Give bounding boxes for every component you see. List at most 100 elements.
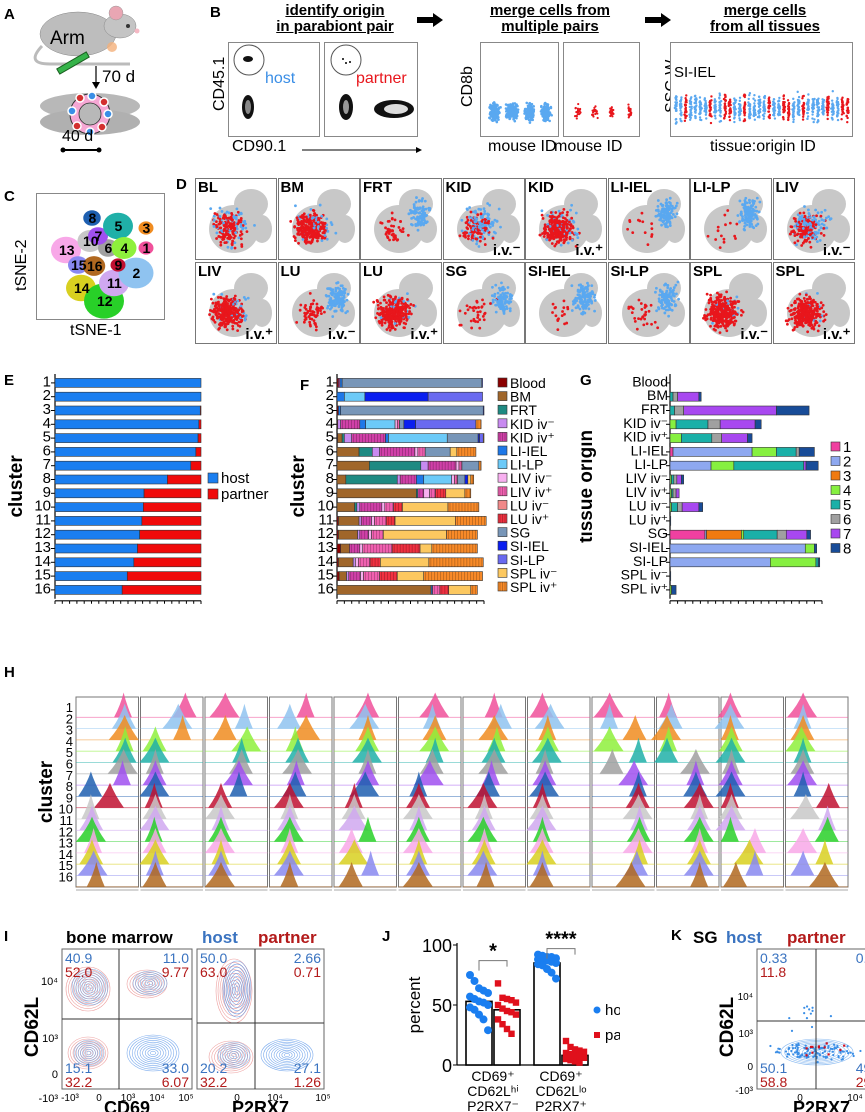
partner-cell-dot — [734, 237, 737, 240]
tissue-cell-dot — [728, 108, 732, 112]
host-cell-dot — [513, 119, 517, 123]
host-cell-dot — [823, 208, 827, 212]
host-cell-dot — [757, 210, 761, 214]
host-cell-dot — [664, 223, 667, 227]
host-cell-dot — [547, 107, 550, 110]
cluster-label-9: 9 — [115, 257, 123, 273]
tissue-cell-dot — [845, 103, 848, 106]
host-cell-dot — [215, 231, 219, 235]
partner-cell-dot — [711, 302, 714, 306]
tsne-tile-plot — [621, 273, 685, 337]
host-cell-dot — [540, 108, 544, 111]
host-cell-dot — [735, 295, 739, 299]
partner-cell-dot — [475, 316, 479, 319]
host-cell-dot — [420, 212, 424, 216]
cluster-label-15: 15 — [71, 257, 87, 273]
partner-cell-dot — [709, 324, 712, 328]
host-cell-dot — [212, 292, 216, 296]
host-cell-dot — [480, 216, 484, 219]
tsne-background — [234, 273, 268, 303]
tsne-tile: SI-LP — [607, 262, 690, 344]
host-cell-dot — [586, 285, 589, 289]
host-cell-dot — [808, 221, 811, 225]
tissue-cell-dot — [807, 107, 810, 110]
partner-cell-dot — [803, 214, 806, 218]
tissue-cell-dot — [742, 94, 746, 98]
host-cell-dot — [220, 210, 224, 213]
partner-cell-dot — [550, 242, 554, 245]
partner-cell-dot — [245, 230, 249, 234]
tissue-cell-dot — [759, 108, 762, 111]
partner-cell-dot — [630, 231, 634, 235]
host-cell-dot — [502, 296, 506, 299]
host-cell-dot — [495, 219, 499, 223]
tissue-cell-dot — [758, 95, 761, 98]
partner-cell-dot — [298, 303, 302, 307]
tissue-cell-dot — [787, 118, 790, 122]
host-cell-dot — [755, 196, 759, 200]
host-cell-dot — [802, 217, 805, 221]
tissue-cell-dot — [684, 115, 687, 118]
gating-plots — [228, 42, 418, 137]
partner-cell-dot — [554, 242, 558, 246]
tissue-cell-dot — [722, 97, 726, 101]
partner-cell-dot — [384, 226, 387, 230]
host-cell-dot — [578, 307, 582, 311]
partner-cell-dot — [392, 238, 395, 242]
host-cell-dot — [333, 304, 337, 308]
host-cell-dot — [528, 121, 532, 124]
tissue-cell-dot — [823, 109, 826, 112]
partner-cell-dot — [633, 319, 637, 323]
partner-cell-dot — [649, 227, 653, 231]
tsne-tile-plot — [538, 189, 602, 253]
partner-cell-dot — [390, 224, 393, 228]
tissue-cell-dot — [734, 99, 738, 102]
tissue-cell-dot — [679, 119, 683, 123]
host-cell-dot — [471, 210, 475, 214]
host-cell-dot — [654, 208, 658, 212]
partner-cell-dot — [387, 326, 391, 329]
tissue-cell-dot — [762, 117, 765, 120]
partner-cell-dot — [649, 222, 653, 226]
partner-cell-dot — [231, 239, 234, 243]
host-cell-dot — [473, 220, 476, 224]
host-cell-dot — [544, 106, 548, 110]
host-cell-dot — [235, 227, 239, 231]
partner-cell-dot — [211, 315, 215, 319]
partner-cell-dot — [557, 231, 561, 234]
partner-cell-dot — [556, 328, 560, 332]
host-cell-dot — [813, 218, 817, 222]
tissue-cell-dot — [805, 102, 809, 105]
partner-cell-dot — [706, 234, 710, 238]
host-cell-dot — [526, 115, 529, 118]
tissue-cell-dot — [723, 104, 727, 107]
partner-cell-dot — [807, 240, 811, 244]
host-cell-dot — [811, 233, 815, 237]
partner-cell-dot — [232, 321, 236, 324]
host-cell-dot — [421, 206, 425, 210]
partner-cell-dot — [469, 218, 473, 222]
cluster-region-2 — [118, 257, 154, 289]
partner-cell-dot — [649, 303, 652, 307]
tissue-cell-dot — [710, 115, 713, 118]
host-cell-dot — [666, 303, 670, 307]
host-cell-dot — [587, 292, 591, 296]
partner-cell-dot — [562, 299, 566, 303]
syringe-icon — [56, 51, 90, 75]
partner-cell-dot — [641, 323, 645, 327]
tissue-name: LIV — [775, 179, 799, 196]
host-cell-dot — [468, 232, 472, 236]
tissue-cell-dot — [688, 118, 692, 121]
host-cell-dot — [739, 213, 743, 217]
partner-cell-dot — [640, 211, 643, 215]
host-cell-dot — [590, 284, 594, 288]
tissue-cell-dot — [675, 107, 678, 111]
tissue-cell-dot — [797, 95, 801, 99]
partner-cell-dot — [627, 116, 630, 119]
partner-cell-dot — [222, 310, 225, 314]
tissue-cell-dot — [743, 118, 746, 121]
tissue-cell-dot — [806, 111, 809, 115]
partner-cell-dot — [806, 237, 810, 240]
host-cell-dot — [490, 294, 494, 298]
partner-cell-dot — [220, 306, 223, 310]
